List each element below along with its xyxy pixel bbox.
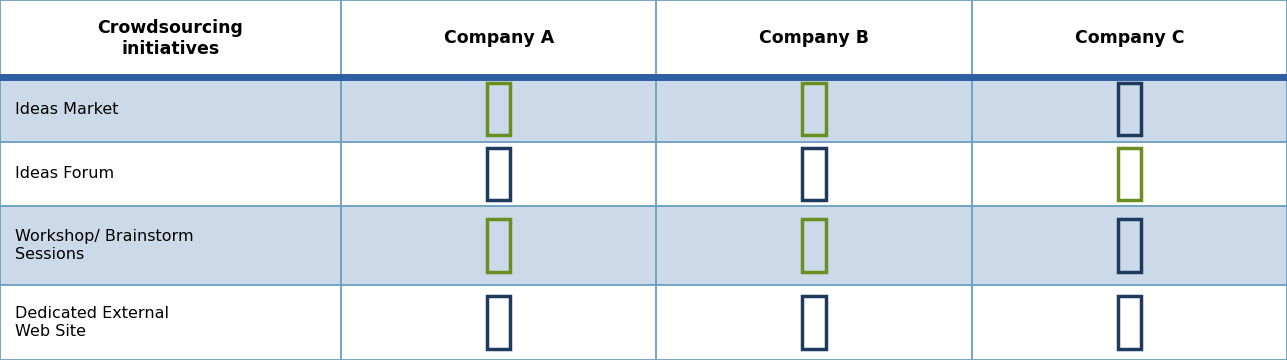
Text: Crowdsourcing
initiatives: Crowdsourcing initiatives [98,19,243,58]
Text: Dedicated External
Web Site: Dedicated External Web Site [15,306,170,339]
Text: Company A: Company A [444,30,553,48]
FancyBboxPatch shape [0,77,1287,141]
Text: Ideas Market: Ideas Market [15,102,118,117]
Text: Ideas Forum: Ideas Forum [15,166,115,181]
Text: Company C: Company C [1075,30,1184,48]
FancyBboxPatch shape [0,285,1287,360]
FancyBboxPatch shape [0,141,1287,206]
Text: Company B: Company B [759,30,869,48]
FancyBboxPatch shape [0,0,1287,77]
Text: Workshop/ Brainstorm
Sessions: Workshop/ Brainstorm Sessions [15,229,194,262]
FancyBboxPatch shape [0,206,1287,285]
